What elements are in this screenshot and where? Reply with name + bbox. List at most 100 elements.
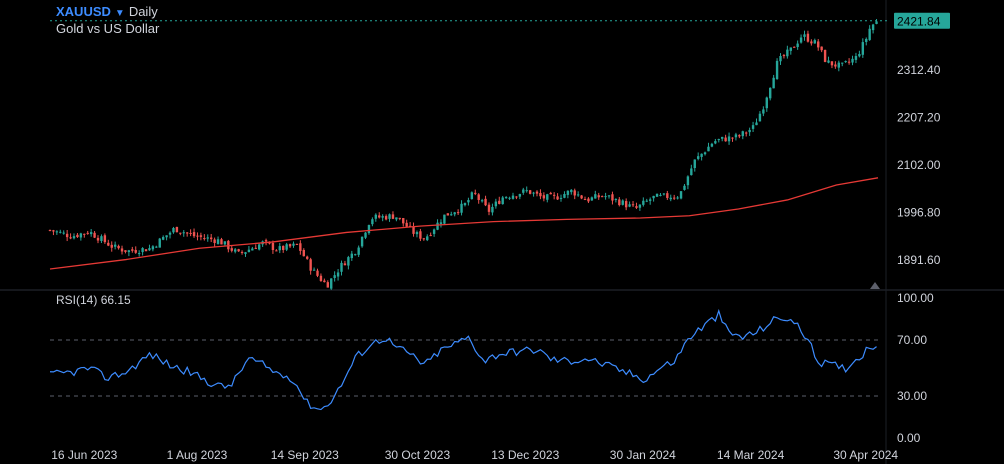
candle-body bbox=[659, 194, 662, 196]
candle-body bbox=[432, 229, 436, 234]
candle-body bbox=[86, 232, 89, 234]
candle-body bbox=[309, 259, 312, 271]
candle-body bbox=[841, 62, 844, 64]
candle-body bbox=[576, 194, 580, 196]
candle-body bbox=[810, 41, 813, 44]
candle-body bbox=[604, 196, 607, 198]
symbol-name[interactable]: XAUUSD bbox=[56, 4, 111, 19]
candle-body bbox=[419, 231, 422, 239]
candle-body bbox=[511, 195, 515, 199]
candle-body bbox=[206, 237, 209, 239]
candle-body bbox=[233, 249, 237, 252]
candle-body bbox=[851, 58, 854, 63]
candle-body bbox=[429, 235, 432, 237]
candle-body bbox=[642, 200, 645, 205]
candle-body bbox=[796, 43, 799, 48]
candle-body bbox=[600, 196, 604, 198]
candle-body bbox=[590, 197, 594, 201]
candle-body bbox=[494, 201, 498, 207]
candle-body bbox=[374, 214, 378, 219]
candle-body bbox=[871, 24, 875, 31]
candle-body bbox=[172, 228, 175, 233]
candle-body bbox=[360, 236, 364, 247]
candle-body bbox=[340, 262, 343, 272]
candle-body bbox=[381, 216, 384, 218]
candle-body bbox=[69, 237, 72, 239]
candle-body bbox=[522, 189, 525, 193]
candle-body bbox=[779, 56, 782, 62]
candle-body bbox=[316, 270, 319, 276]
candle-body bbox=[96, 237, 100, 241]
candle-body bbox=[618, 199, 621, 206]
time-axis-tick: 13 Dec 2023 bbox=[491, 448, 559, 462]
candle-body bbox=[772, 77, 775, 89]
candle-body bbox=[165, 235, 168, 238]
candle-body bbox=[288, 244, 292, 247]
candle-body bbox=[817, 41, 820, 48]
candle-body bbox=[525, 190, 528, 192]
candle-body bbox=[62, 232, 65, 234]
candle-body bbox=[79, 233, 83, 238]
candle-body bbox=[52, 230, 55, 232]
candle-body bbox=[460, 203, 463, 213]
candle-body bbox=[158, 238, 161, 248]
candle-body bbox=[168, 232, 172, 235]
candle-body bbox=[614, 198, 618, 200]
autoscale-icon[interactable] bbox=[870, 282, 880, 289]
candle-body bbox=[758, 113, 762, 122]
time-axis-tick: 30 Oct 2023 bbox=[385, 448, 451, 462]
candle-body bbox=[55, 231, 59, 233]
candle-body bbox=[631, 204, 635, 206]
candle-body bbox=[528, 190, 532, 194]
candle-body bbox=[354, 254, 357, 256]
candle-body bbox=[103, 235, 107, 243]
candle-body bbox=[834, 64, 837, 67]
candle-body bbox=[107, 242, 110, 246]
candle-body bbox=[185, 232, 189, 234]
candle-body bbox=[402, 218, 405, 224]
candle-body bbox=[484, 198, 487, 206]
candle-body bbox=[714, 141, 717, 144]
candle-body bbox=[450, 214, 453, 216]
candle-body bbox=[275, 250, 278, 252]
candle-body bbox=[182, 232, 185, 234]
candle-body bbox=[837, 62, 841, 68]
candle-body bbox=[350, 253, 354, 259]
time-axis-tick: 14 Mar 2024 bbox=[717, 448, 785, 462]
candle-body bbox=[367, 225, 371, 234]
candle-body bbox=[405, 222, 408, 227]
candle-body bbox=[491, 206, 494, 213]
candle-body bbox=[89, 232, 93, 235]
candle-body bbox=[258, 244, 261, 250]
candle-body bbox=[635, 206, 638, 208]
time-axis-tick: 1 Aug 2023 bbox=[167, 448, 228, 462]
candle-body bbox=[364, 232, 367, 238]
candle-body bbox=[113, 244, 117, 247]
candle-body bbox=[326, 282, 329, 288]
candle-body bbox=[477, 194, 480, 200]
candle-body bbox=[237, 249, 240, 252]
candle-body bbox=[648, 199, 652, 201]
candle-body bbox=[745, 132, 748, 134]
candle-body bbox=[556, 196, 559, 200]
candle-body bbox=[793, 46, 796, 48]
price-axis-tick: 2312.40 bbox=[897, 63, 941, 77]
candle-body bbox=[384, 216, 388, 220]
rsi-axis-tick: 0.00 bbox=[897, 431, 921, 445]
chart-header[interactable]: XAUUSD ▼ Daily bbox=[56, 4, 158, 22]
candle-body bbox=[806, 33, 810, 42]
candle-body bbox=[371, 219, 374, 225]
current-price-tag bbox=[894, 12, 950, 29]
candle-body bbox=[395, 217, 398, 220]
timeframe-label[interactable]: Daily bbox=[128, 4, 158, 19]
symbol-dropdown-icon[interactable]: ▼ bbox=[114, 8, 125, 19]
candle-body bbox=[244, 252, 247, 254]
candle-body bbox=[271, 242, 275, 250]
rsi-axis-tick: 70.00 bbox=[897, 333, 927, 347]
candle-body bbox=[144, 249, 148, 252]
time-axis-tick: 30 Apr 2024 bbox=[833, 448, 898, 462]
candle-body bbox=[655, 193, 659, 197]
candle-body bbox=[861, 42, 865, 55]
candle-body bbox=[607, 195, 611, 197]
